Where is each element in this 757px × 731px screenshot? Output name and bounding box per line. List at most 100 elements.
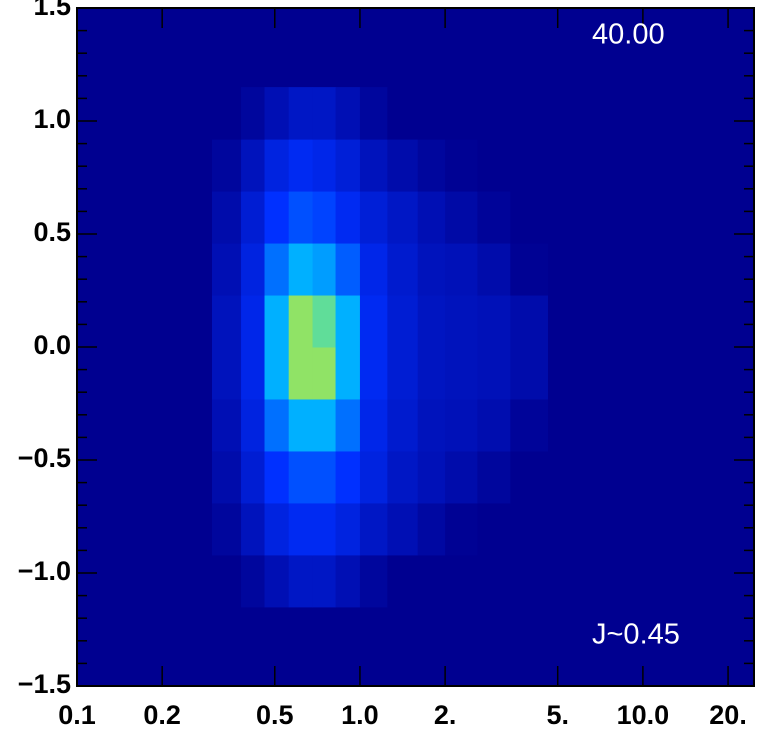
y-tick-label: −0.5 [18,443,71,473]
heatmap-cell [264,191,290,244]
heatmap-cell [264,243,290,296]
heatmap-cell [477,295,511,348]
heatmap-cell [445,87,478,140]
heatmap-cell [445,450,478,504]
heatmap-cell [510,87,548,140]
heatmap-cell [211,295,242,348]
heatmap-cell [359,139,388,192]
heatmap-cell [312,347,337,400]
heatmap-cell [241,347,266,400]
heatmap-cell [510,191,548,244]
heatmap-cell [211,243,242,296]
x-tick-label: 10.0 [617,700,670,730]
heatmap-cell [359,554,388,608]
heatmap-cell [288,554,314,608]
heatmap-cell [288,87,314,140]
heatmap-cell [417,191,446,244]
y-tick-label: −1.5 [18,669,71,699]
heatmap-cell [312,450,337,504]
heatmap-cell [445,243,478,296]
heatmap-cell [359,243,388,296]
heatmap-cell [359,295,388,348]
heatmap-cells [211,87,548,608]
heatmap-cell [417,243,446,296]
y-tick-label: 0.5 [33,217,71,247]
heatmap-cell [387,295,419,348]
heatmap-cell [312,502,337,556]
heatmap-cell [264,87,290,140]
heatmap-cell [264,295,290,348]
heatmap-cell [288,502,314,556]
heatmap-cell [241,295,266,348]
heatmap-cell [387,243,419,296]
frame [76,7,755,687]
annotation: 40.00 [592,19,665,51]
heatmap-cell [312,87,337,140]
heatmap-cell [288,450,314,504]
heatmap-cell [387,347,419,400]
x-tick-label: 1.0 [341,700,379,730]
ticks [76,7,754,687]
heatmap-cell [477,502,511,556]
heatmap-cell [445,347,478,400]
heatmap-cell [359,87,388,140]
heatmap-cell [241,554,266,608]
heatmap-cell [335,139,361,192]
y-tick-label: 0.0 [33,330,71,360]
heatmap-cell [335,87,361,140]
x-tick-label: 20. [709,700,747,730]
heatmap-cell [417,554,446,608]
heatmap-cell [477,139,511,192]
heatmap-cell [241,191,266,244]
heatmap-cell [211,398,242,452]
heatmap-cell [211,450,242,504]
heatmap-cell [510,398,548,452]
heatmap-cell [211,347,242,400]
heatmap-cell [359,398,388,452]
heatmap-cell [510,450,548,504]
heatmap-cell [335,347,361,400]
heatmap-cell [477,191,511,244]
heatmap-cell [335,450,361,504]
heatmap-cell [288,243,314,296]
heatmap-cell [510,295,548,348]
heatmap-cell [510,554,548,608]
y-tick-label: 1.5 [33,0,71,21]
heatmap-cell [359,347,388,400]
heatmap-cell [477,554,511,608]
heatmap-cell [211,139,242,192]
heatmap-cell [264,450,290,504]
heatmap-cell [288,347,314,400]
heatmap-cell [510,139,548,192]
heatmap-cell [387,398,419,452]
heatmap-cell [477,347,511,400]
heatmap-cell [211,554,242,608]
heatmap-cell [477,450,511,504]
heatmap-cell [211,191,242,244]
heatmap-cell [264,139,290,192]
heatmap-cell [241,243,266,296]
heatmap-cell [335,554,361,608]
heatmap-cell [312,191,337,244]
heatmap-cell [387,554,419,608]
heatmap-cell [477,398,511,452]
x-tick-label: 2. [434,700,457,730]
heatmap-cell [335,243,361,296]
heatmap-cell [387,139,419,192]
heatmap-cell [417,502,446,556]
heatmap-cell [359,502,388,556]
heatmap-cell [312,243,337,296]
x-tick-label: 0.5 [256,700,294,730]
heatmap-cell [387,450,419,504]
heatmap-cell [288,191,314,244]
heatmap-cell [264,347,290,400]
heatmap-cell [288,139,314,192]
heatmap-cell [241,502,266,556]
annotation: J~0.45 [592,619,680,651]
heatmap-cell [387,87,419,140]
heatmap-cell [445,191,478,244]
heatmap-cell [445,398,478,452]
heatmap-cell [288,295,314,348]
